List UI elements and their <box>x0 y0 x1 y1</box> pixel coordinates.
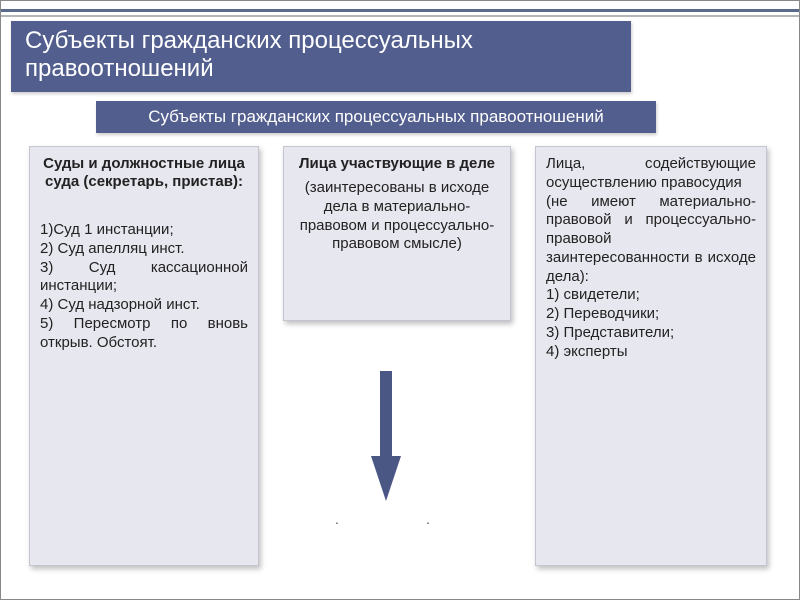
section-title: Субъекты гражданских процессуальных прав… <box>96 101 656 133</box>
column-courts: Суды и должностные лица суда (секретарь,… <box>29 146 259 566</box>
list-item: 2) Суд апелляц инст. <box>40 240 248 259</box>
column-courts-heading: Суды и должностные лица суда (секретарь,… <box>40 155 248 191</box>
header-rule-blue <box>1 9 799 12</box>
page-title: Субъекты гражданских процессуальных прав… <box>11 21 631 92</box>
list-item: 1) свидетели; <box>546 286 756 305</box>
column-courts-body: 1)Суд 1 инстанции; 2) Суд апелляц инст. … <box>40 221 248 352</box>
decoration-dot: . <box>335 511 339 527</box>
header-rule-gray <box>1 15 799 17</box>
list-item: 3) Суд кассационной инстанции; <box>40 259 248 297</box>
decoration-dot: . <box>426 511 430 527</box>
column-assisting-body: Лица, содействующие осуществлению правос… <box>546 155 756 361</box>
list-item: 5) Пересмотр по вновь открыв. Обстоят. <box>40 315 248 353</box>
column-assisting-paren: (не имеют материально-правовой и процесс… <box>546 193 756 285</box>
arrow-down-icon <box>371 371 401 501</box>
list-item: 1)Суд 1 инстанции; <box>40 221 248 240</box>
column-parties: Лица участвующие в деле (заинтересованы … <box>283 146 511 321</box>
column-assisting: Лица, содействующие осуществлению правос… <box>535 146 767 566</box>
column-parties-heading: Лица участвующие в деле <box>294 155 500 173</box>
column-assisting-lead: Лица, содействующие осуществлению правос… <box>546 155 756 191</box>
list-item: 4) эксперты <box>546 343 756 362</box>
list-item: 3) Представители; <box>546 324 756 343</box>
columns-container: Суды и должностные лица суда (секретарь,… <box>29 146 771 566</box>
list-item: 2) Переводчики; <box>546 305 756 324</box>
column-parties-body: (заинтересованы в исходе дела в материал… <box>294 179 500 254</box>
list-item: 4) Суд надзорной инст. <box>40 296 248 315</box>
